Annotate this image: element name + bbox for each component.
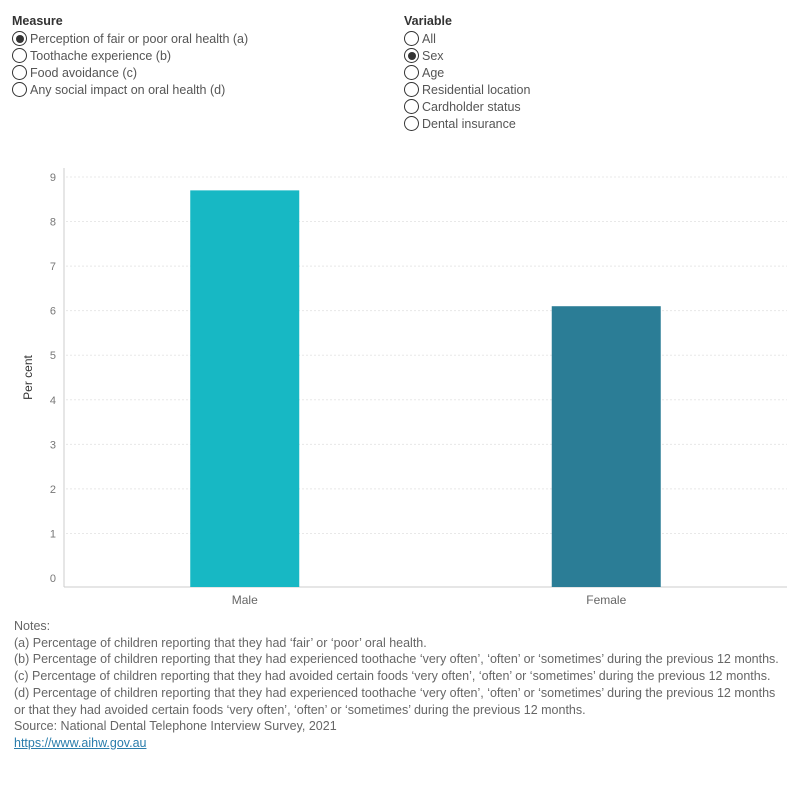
y-tick-label: 6 xyxy=(50,306,56,318)
variable-option-label: Age xyxy=(422,65,445,80)
y-tick-label: 7 xyxy=(50,261,56,273)
x-category-label: Male xyxy=(232,593,258,607)
variable-filter: Variable All Sex Age Residential locatio… xyxy=(404,13,530,132)
variable-option-cardholder-status[interactable]: Cardholder status xyxy=(404,98,530,115)
y-tick-label: 9 xyxy=(50,172,56,184)
variable-option-label: Cardholder status xyxy=(422,99,521,114)
variable-option-label: All xyxy=(422,31,436,46)
measure-option-fair-poor-oral-health[interactable]: Perception of fair or poor oral health (… xyxy=(12,30,248,47)
note-a: (a) Percentage of children reporting tha… xyxy=(14,635,427,650)
variable-option-all[interactable]: All xyxy=(404,30,530,47)
variable-option-label: Residential location xyxy=(422,82,531,97)
notes-heading: Notes: xyxy=(14,619,51,633)
measure-option-label: Perception of fair or poor oral health (… xyxy=(30,31,249,46)
variable-option-dental-insurance[interactable]: Dental insurance xyxy=(404,115,530,132)
measure-option-social-impact[interactable]: Any social impact on oral health (d) xyxy=(12,81,248,98)
source-note: Source: National Dental Telephone Interv… xyxy=(14,719,337,734)
measure-filter: Measure Perception of fair or poor oral … xyxy=(12,13,248,98)
aihw-link[interactable]: https://www.aihw.gov.au xyxy=(14,735,147,750)
y-tick-label: 4 xyxy=(50,395,56,407)
radio-button-icon[interactable] xyxy=(12,31,27,46)
note-c: (c) Percentage of children reporting tha… xyxy=(14,669,771,684)
radio-button-icon[interactable] xyxy=(404,65,419,80)
note-d: (d) Percentage of children reporting tha… xyxy=(14,685,776,717)
y-axis-title: Per cent xyxy=(21,354,35,399)
y-tick-label: 3 xyxy=(50,439,56,451)
variable-option-label: Dental insurance xyxy=(422,116,516,131)
bar-male xyxy=(190,190,300,587)
measure-option-label: Toothache experience (b) xyxy=(30,48,172,63)
measure-option-label: Food avoidance (c) xyxy=(30,65,138,80)
measure-filter-title: Measure xyxy=(12,14,63,28)
bar-chart: 0 1 2 3 4 5 6 7 8 9 Per cent Male Female xyxy=(21,168,787,607)
notes-section: Notes: (a) Percentage of children report… xyxy=(14,618,784,752)
variable-filter-title: Variable xyxy=(404,14,452,28)
radio-button-icon[interactable] xyxy=(12,82,27,97)
radio-button-icon[interactable] xyxy=(404,82,419,97)
radio-button-icon[interactable] xyxy=(404,116,419,131)
variable-option-residential-location[interactable]: Residential location xyxy=(404,81,530,98)
variable-option-sex[interactable]: Sex xyxy=(404,47,530,64)
measure-option-food-avoidance[interactable]: Food avoidance (c) xyxy=(12,64,248,81)
radio-button-icon[interactable] xyxy=(404,48,419,63)
y-tick-label: 2 xyxy=(50,484,56,496)
radio-button-icon[interactable] xyxy=(12,65,27,80)
radio-button-icon[interactable] xyxy=(404,99,419,114)
y-tick-label: 5 xyxy=(50,350,56,362)
note-b: (b) Percentage of children reporting tha… xyxy=(14,652,779,667)
x-category-label: Female xyxy=(586,593,626,607)
variable-option-label: Sex xyxy=(422,48,444,63)
y-tick-label: 0 xyxy=(50,573,56,585)
y-tick-label: 1 xyxy=(50,528,56,540)
variable-option-age[interactable]: Age xyxy=(404,64,530,81)
radio-button-icon[interactable] xyxy=(12,48,27,63)
radio-button-icon[interactable] xyxy=(404,31,419,46)
measure-option-label: Any social impact on oral health (d) xyxy=(30,82,226,97)
measure-option-toothache[interactable]: Toothache experience (b) xyxy=(12,47,248,64)
y-tick-label: 8 xyxy=(50,217,56,229)
bar-female xyxy=(551,306,661,587)
